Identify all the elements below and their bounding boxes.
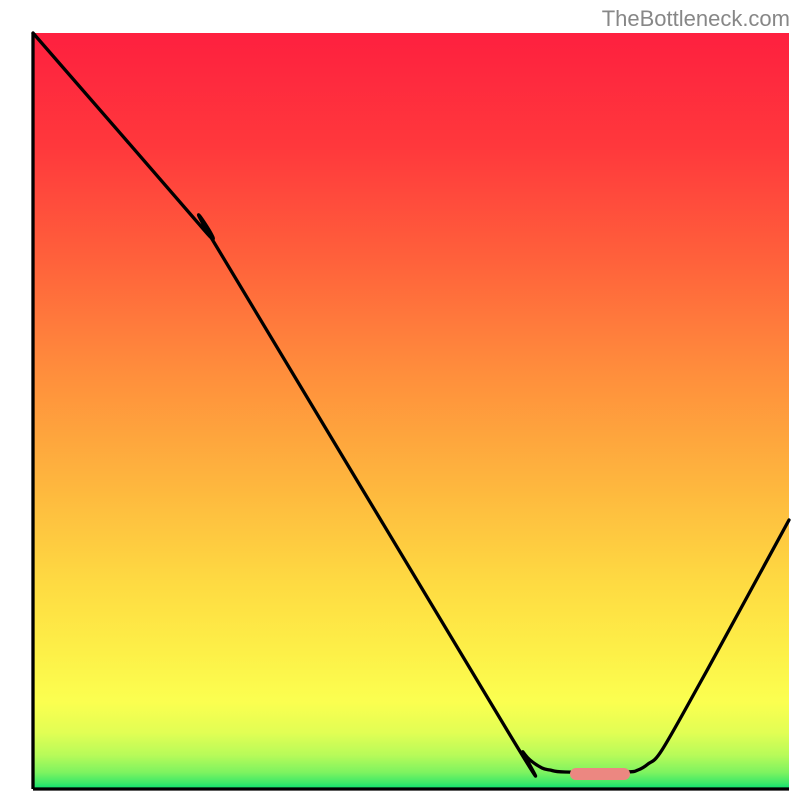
plot-background	[33, 33, 789, 789]
watermark-text: TheBottleneck.com	[602, 6, 790, 32]
optimal-marker	[570, 768, 630, 780]
bottleneck-chart	[0, 0, 800, 800]
